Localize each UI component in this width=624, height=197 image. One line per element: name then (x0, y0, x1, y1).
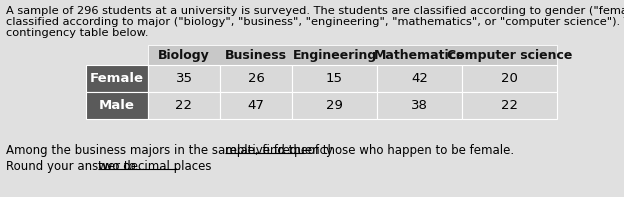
Text: Engineering: Engineering (293, 48, 377, 61)
Text: of those who happen to be female.: of those who happen to be female. (304, 144, 514, 157)
Text: two decimal places: two decimal places (98, 160, 212, 173)
Text: 35: 35 (175, 72, 192, 85)
Text: Male: Male (99, 99, 135, 112)
Text: 47: 47 (248, 99, 265, 112)
Text: A sample of 296 students at a university is surveyed. The students are classifie: A sample of 296 students at a university… (6, 6, 624, 16)
Bar (377, 92, 462, 119)
Bar (292, 65, 377, 92)
Bar (86, 92, 148, 119)
Bar (148, 92, 220, 119)
Text: Among the business majors in the sample, find the: Among the business majors in the sample,… (6, 144, 312, 157)
Text: classified according to major ("biology", "business", "engineering", "mathematic: classified according to major ("biology"… (6, 17, 624, 27)
Text: Computer science: Computer science (447, 48, 572, 61)
Text: Biology: Biology (158, 48, 210, 61)
Text: 15: 15 (326, 72, 343, 85)
Text: 26: 26 (248, 72, 265, 85)
Text: relative frequency: relative frequency (225, 144, 333, 157)
Text: Female: Female (90, 72, 144, 85)
Text: Round your answer to: Round your answer to (6, 160, 140, 173)
Text: 42: 42 (411, 72, 428, 85)
Bar (377, 65, 462, 92)
Text: 38: 38 (411, 99, 428, 112)
Text: Mathematics: Mathematics (374, 48, 465, 61)
Bar (462, 92, 557, 119)
Bar (220, 92, 292, 119)
Bar (220, 65, 292, 92)
Text: 29: 29 (326, 99, 343, 112)
Bar (86, 65, 148, 92)
Bar (462, 65, 557, 92)
Text: 20: 20 (501, 72, 518, 85)
Bar (148, 65, 220, 92)
Bar (148, 45, 557, 65)
Bar (292, 92, 377, 119)
Text: 22: 22 (175, 99, 192, 112)
Text: .: . (177, 160, 180, 173)
Text: contingency table below.: contingency table below. (6, 28, 149, 38)
Text: Business: Business (225, 48, 287, 61)
Text: 22: 22 (501, 99, 518, 112)
